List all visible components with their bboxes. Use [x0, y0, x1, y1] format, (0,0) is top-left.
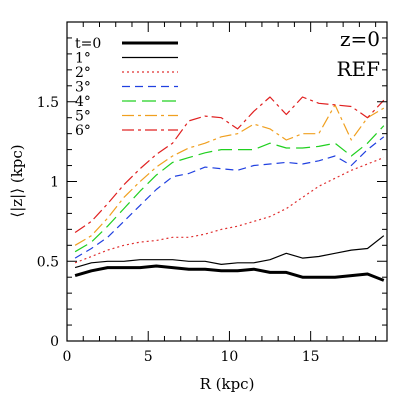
- annotation-ref: REF: [336, 57, 380, 81]
- legend: t=01°2°3°4°5°6°: [75, 36, 178, 139]
- legend-label-4: 4°: [75, 94, 91, 110]
- x-tick-label: 0: [63, 349, 72, 365]
- plot-area: 0 5 10 15 0 0.5 1 1.5: [37, 21, 388, 365]
- legend-label-5: 5°: [75, 109, 91, 125]
- series-line-3: [74, 136, 385, 259]
- y-tick-label: 1: [50, 175, 59, 191]
- annotation-z: z=0: [340, 27, 380, 51]
- series-line-6: [74, 96, 385, 233]
- y-tick-label: 1.5: [37, 95, 59, 111]
- series-line-5: [74, 104, 385, 246]
- legend-label-1: 1°: [75, 51, 91, 67]
- legend-label-6: 6°: [75, 123, 91, 139]
- series-line-4: [74, 125, 385, 253]
- series-line-0: [74, 264, 385, 282]
- y-tick-label: 0.5: [37, 254, 59, 270]
- series-layer: [74, 96, 385, 282]
- y-tick-label: 0: [50, 334, 59, 350]
- legend-label-0: t=0: [75, 36, 101, 52]
- y-axis-title: ⟨|z|⟩ (kpc): [8, 144, 26, 217]
- x-tick-label: 15: [302, 349, 320, 365]
- series-line-2: [74, 157, 385, 264]
- x-tick-label: 5: [144, 349, 153, 365]
- x-tick-label: 10: [221, 349, 239, 365]
- tick-layer: 0 5 10 15 0 0.5 1 1.5: [37, 21, 387, 365]
- legend-label-3: 3°: [75, 80, 91, 96]
- series-line-1: [74, 235, 385, 269]
- x-axis-title: R (kpc): [200, 375, 255, 393]
- legend-label-2: 2°: [75, 65, 91, 81]
